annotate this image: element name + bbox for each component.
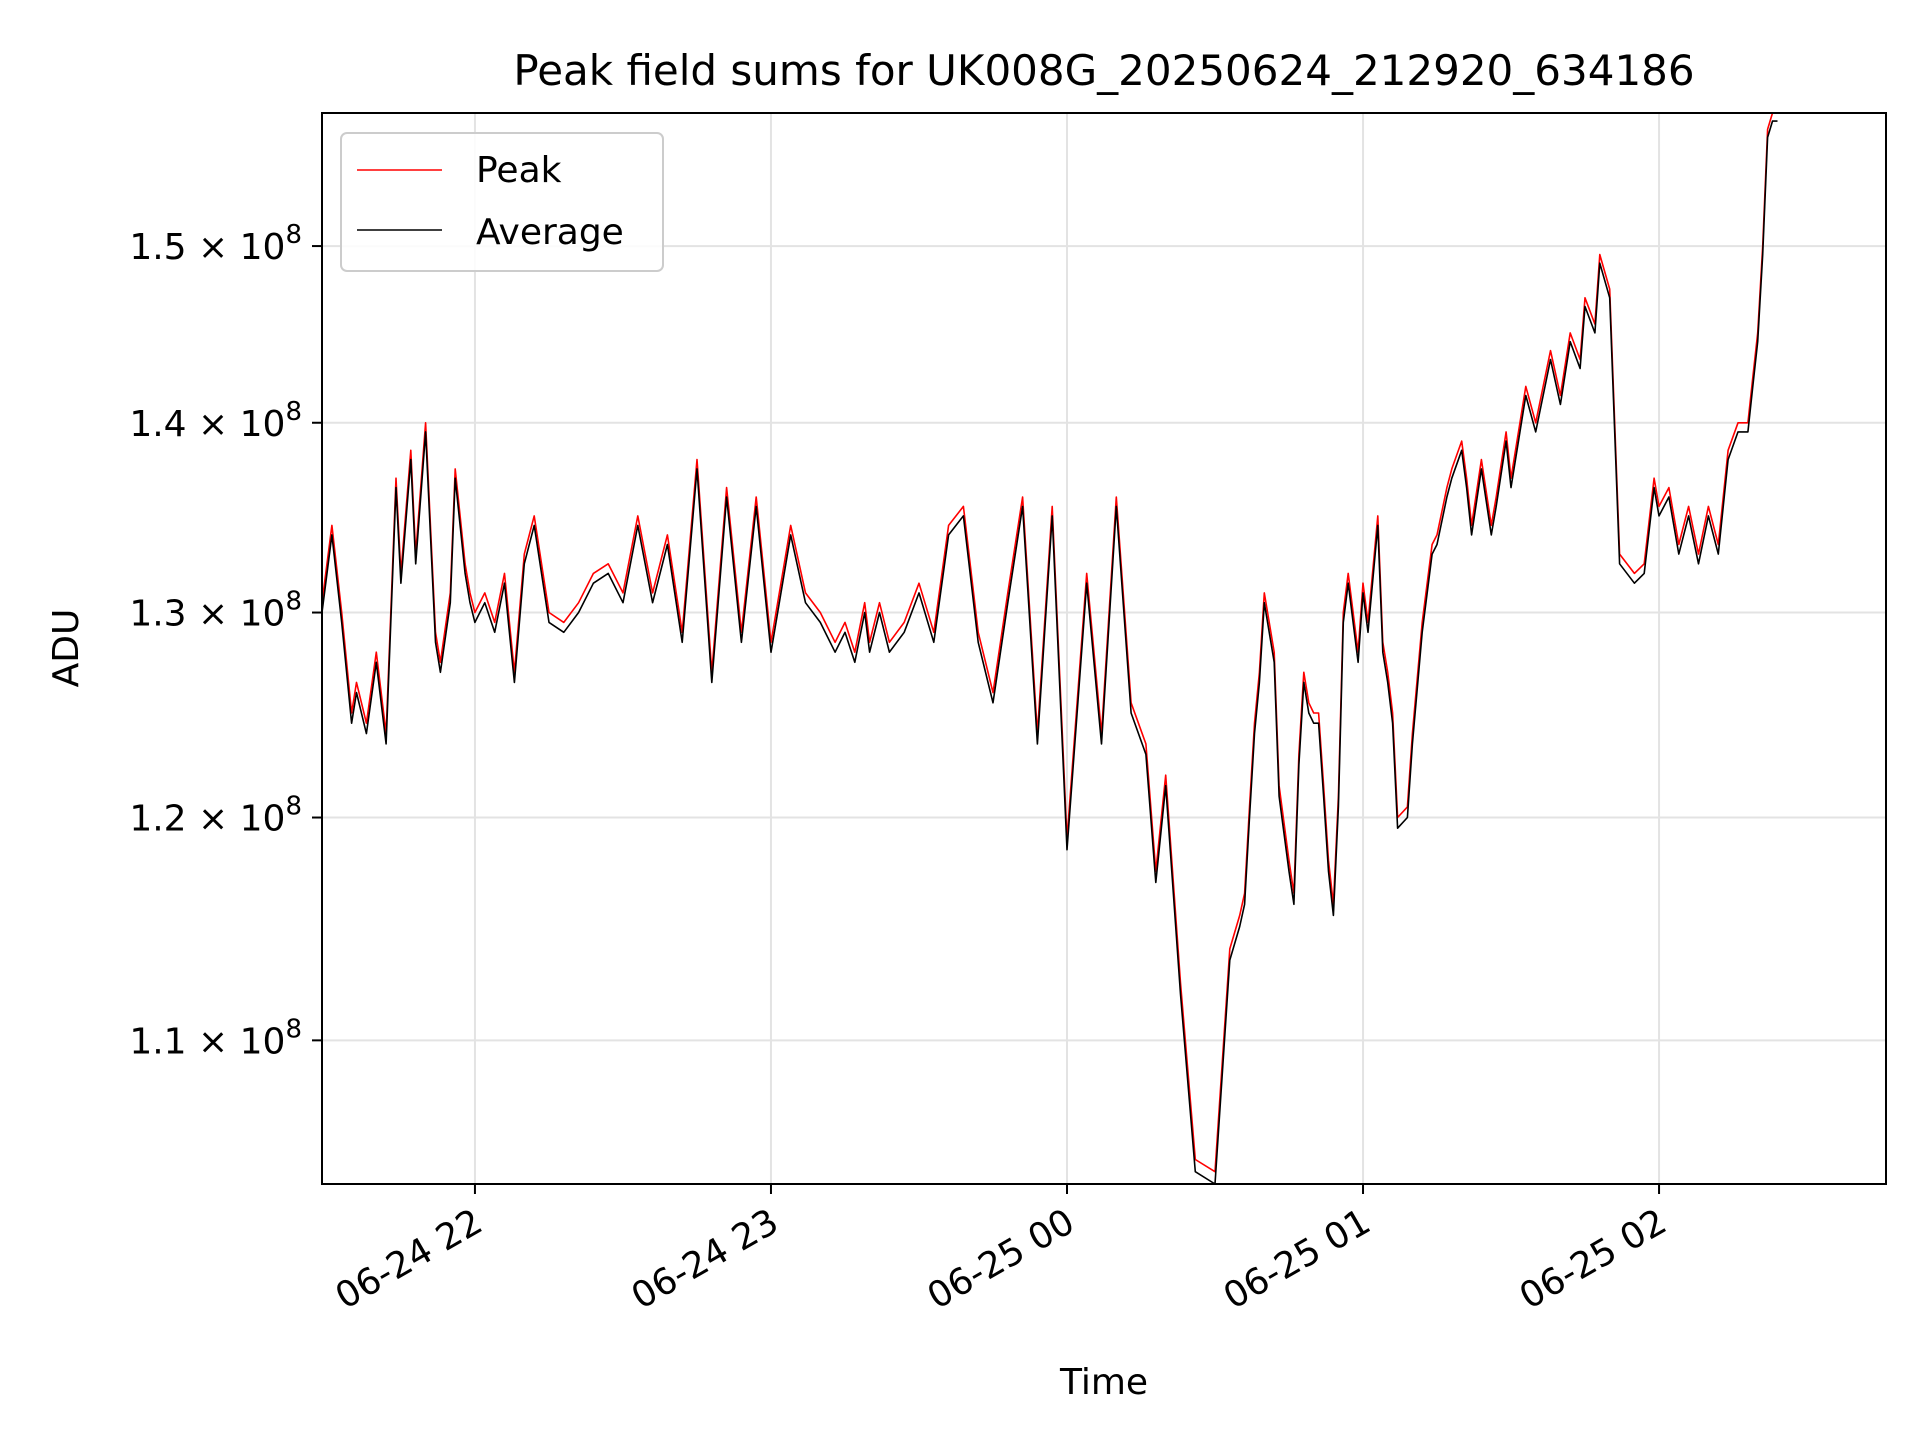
y-tick-base: 10	[240, 594, 286, 635]
y-tick-label: 1.1 × 108	[129, 1014, 302, 1062]
series-line-peak	[321, 112, 1778, 1173]
y-tick-mantissa: 1.2	[129, 799, 186, 840]
y-tick-base: 10	[240, 1021, 286, 1062]
y-tick-times: ×	[187, 1021, 240, 1062]
legend-label-peak: Peak	[476, 150, 562, 191]
y-tick-base: 10	[240, 799, 286, 840]
y-tick-mantissa: 1.3	[129, 594, 186, 635]
y-tick-label: 1.2 × 108	[129, 792, 302, 840]
y-tick-label: 1.4 × 108	[129, 397, 302, 445]
y-tick-times: ×	[187, 594, 240, 635]
y-tick-base: 10	[240, 404, 286, 445]
legend-label-average: Average	[476, 212, 624, 253]
y-tick-exponent: 8	[285, 1014, 302, 1044]
y-tick-mantissa: 1.5	[129, 227, 186, 268]
y-tick-times: ×	[187, 799, 240, 840]
grid	[322, 113, 1886, 1184]
y-tick-times: ×	[187, 227, 240, 268]
x-axis-label: Time	[1059, 1362, 1148, 1403]
y-tick-exponent: 8	[285, 792, 302, 822]
y-tick-times: ×	[187, 404, 240, 445]
legend-box	[340, 132, 664, 272]
y-tick-mantissa: 1.4	[129, 404, 186, 445]
y-axis-label: ADU	[46, 609, 87, 688]
series-lines	[321, 112, 1778, 1185]
legend: Peak Average	[340, 132, 664, 272]
y-tick-exponent: 8	[285, 220, 302, 250]
y-tick-exponent: 8	[285, 397, 302, 427]
series-line-average	[321, 120, 1778, 1185]
chart-title: Peak field sums for UK008G_20250624_2129…	[513, 46, 1694, 95]
y-tick-base: 10	[240, 227, 286, 268]
y-tick-exponent: 8	[285, 587, 302, 617]
y-tick-mantissa: 1.1	[129, 1021, 186, 1062]
y-tick-label: 1.3 × 108	[129, 587, 302, 635]
plot-frame	[321, 112, 1887, 1185]
y-tick-label: 1.5 × 108	[129, 220, 302, 268]
